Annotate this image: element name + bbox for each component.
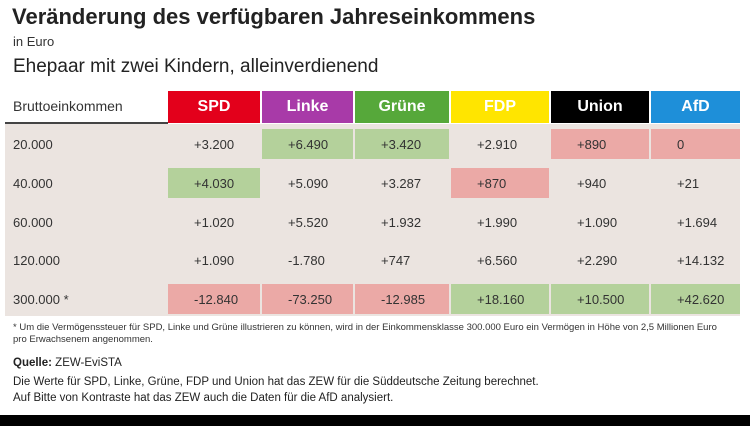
table-cell: +747 <box>381 252 411 268</box>
table-cell: +42.620 <box>651 284 740 314</box>
source-label: Quelle: <box>13 357 52 369</box>
table-cell: +890 <box>551 129 649 159</box>
row-label: 120.000 <box>13 252 60 268</box>
table-cell: +4.030 <box>168 168 260 198</box>
column-header-afd: AfD <box>651 91 740 123</box>
table-cell: +1.090 <box>577 214 618 230</box>
column-header-fdp: FDP <box>451 91 549 123</box>
table-cell: +1.932 <box>381 214 422 230</box>
table-cell: +1.990 <box>477 214 518 230</box>
unit-label: in Euro <box>13 34 55 49</box>
table-cell: -12.840 <box>168 284 260 314</box>
table-cell: +14.132 <box>677 252 725 268</box>
row-label: 40.000 <box>13 175 53 191</box>
table-cell: +1.020 <box>194 214 235 230</box>
table-cell: +2.290 <box>577 252 618 268</box>
table-cell: +3.287 <box>381 175 422 191</box>
note-line-1: Die Werte für SPD, Linke, Grüne, FDP und… <box>13 376 539 388</box>
source-line: Quelle: ZEW-EviSTA <box>13 357 122 369</box>
row-header-label: Bruttoeinkommen <box>13 98 123 114</box>
table-cell: -1.780 <box>288 252 325 268</box>
column-header-linke: Linke <box>262 91 353 123</box>
row-label: 60.000 <box>13 214 53 230</box>
table-cell: +1.090 <box>194 252 235 268</box>
header-divider <box>5 122 168 124</box>
table-cell: +6.560 <box>477 252 518 268</box>
table-cell: +21 <box>677 175 700 191</box>
source-value: ZEW-EviSTA <box>51 357 122 369</box>
table-cell: +2.910 <box>477 136 518 152</box>
table-cell: +940 <box>577 175 607 191</box>
table-cell: +6.490 <box>262 129 353 159</box>
column-header-gr-ne: Grüne <box>355 91 449 123</box>
row-label: 300.000 * <box>13 291 69 307</box>
table-cell: -73.250 <box>262 284 353 314</box>
table-cell: +5.090 <box>288 175 329 191</box>
table-cell: +1.694 <box>677 214 718 230</box>
table-cell: 0 <box>651 129 740 159</box>
table-cell: +3.200 <box>194 136 235 152</box>
table-cell: +10.500 <box>551 284 649 314</box>
column-header-union: Union <box>551 91 649 123</box>
note-line-2: Auf Bitte von Kontraste hat das ZEW auch… <box>13 392 394 404</box>
table-cell: +18.160 <box>451 284 549 314</box>
table-cell: +5.520 <box>288 214 329 230</box>
column-header-spd: SPD <box>168 91 260 123</box>
row-label: 20.000 <box>13 136 53 152</box>
chart-title: Veränderung des verfügbaren Jahreseinkom… <box>12 4 536 29</box>
footnote: * Um die Vermögenssteuer für SPD, Linke … <box>13 322 717 345</box>
table-cell: +870 <box>451 168 549 198</box>
table-cell: -12.985 <box>355 284 449 314</box>
bottom-band <box>0 415 750 426</box>
table-cell: +3.420 <box>355 129 449 159</box>
chart-subtitle: Ehepaar mit zwei Kindern, alleinverdiene… <box>13 56 379 77</box>
